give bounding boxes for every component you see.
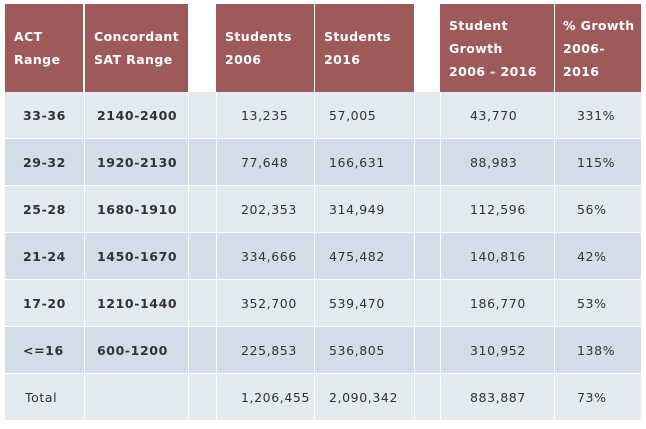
cell-act-range: 29-32 bbox=[23, 154, 66, 170]
table-row: 33-36 2140-2400 13,235 57,005 43,770 331% bbox=[5, 92, 641, 138]
table-row: <=16 600-1200 225,853 536,805 310,952 138% bbox=[5, 327, 641, 373]
header-pct-line1: % Growth bbox=[563, 17, 635, 33]
cell-students-2016: 2,090,342 bbox=[329, 389, 399, 405]
table-row: 21-24 1450-1670 334,666 475,482 140,816 42% bbox=[5, 233, 641, 279]
cell-student-growth: 43,770 bbox=[470, 107, 518, 123]
cell-pct-growth: 56% bbox=[577, 201, 607, 217]
header-s2006-line2: 2006 bbox=[225, 52, 262, 67]
cell-pct-growth: 331% bbox=[577, 107, 616, 123]
header-gap-2 bbox=[414, 4, 440, 92]
cell-students-2006: 352,700 bbox=[241, 295, 297, 311]
cell-sat-range: 1920-2130 bbox=[97, 154, 178, 170]
header-pct-growth: % Growth 2006- 2016 bbox=[555, 4, 641, 92]
cell-sat-range: 1450-1670 bbox=[97, 248, 178, 264]
cell-act-range: 25-28 bbox=[23, 201, 66, 217]
cell-students-2006: 225,853 bbox=[241, 342, 297, 358]
header-sat-line1: Concordant bbox=[94, 29, 180, 44]
cell-act-range: 33-36 bbox=[23, 107, 66, 123]
cell-sat-range: 1210-1440 bbox=[97, 295, 178, 311]
cell-sat-range: 2140-2400 bbox=[97, 107, 178, 123]
cell-sat-range bbox=[85, 374, 188, 420]
header-s2016-line1: Students bbox=[324, 29, 391, 44]
header-s2006-line1: Students bbox=[225, 29, 292, 44]
cell-act-range: 17-20 bbox=[23, 295, 66, 311]
cell-act-range: 21-24 bbox=[23, 248, 66, 264]
cell-students-2006: 77,648 bbox=[241, 154, 289, 170]
header-act-line2: Range bbox=[14, 52, 61, 67]
header-sat-range: Concordant SAT Range bbox=[85, 4, 188, 92]
column-divider bbox=[414, 92, 415, 420]
cell-students-2016: 166,631 bbox=[329, 154, 385, 170]
cell-student-growth: 112,596 bbox=[470, 201, 526, 217]
column-divider bbox=[440, 92, 441, 420]
column-divider bbox=[188, 92, 189, 420]
header-act-range: ACT Range bbox=[5, 4, 83, 92]
table-row: 29-32 1920-2130 77,648 166,631 88,983 115% bbox=[5, 139, 641, 185]
table-total-row: Total 1,206,455 2,090,342 883,887 73% bbox=[5, 374, 641, 420]
header-growth-line1: Student bbox=[449, 17, 508, 33]
cell-students-2006: 334,666 bbox=[241, 248, 297, 264]
cell-students-2006: 202,353 bbox=[241, 201, 297, 217]
header-student-growth: Student Growth 2006 - 2016 bbox=[440, 4, 554, 92]
cell-students-2006: 1,206,455 bbox=[241, 389, 311, 405]
cell-act-range: <=16 bbox=[23, 342, 64, 358]
cell-sat-range: 600-1200 bbox=[97, 342, 168, 358]
header-students-2016: Students 2016 bbox=[315, 4, 414, 92]
header-growth-line3: 2006 - 2016 bbox=[449, 63, 537, 79]
cell-act-range: Total bbox=[25, 389, 58, 405]
cell-sat-range: 1680-1910 bbox=[97, 201, 178, 217]
act-sat-table: ACT Range Concordant SAT Range Students 200… bbox=[5, 4, 641, 420]
cell-student-growth: 186,770 bbox=[470, 295, 526, 311]
column-divider bbox=[554, 92, 555, 420]
header-growth-line2: Growth bbox=[449, 40, 503, 56]
cell-students-2006: 13,235 bbox=[241, 107, 289, 123]
cell-students-2016: 539,470 bbox=[329, 295, 385, 311]
cell-students-2016: 57,005 bbox=[329, 107, 377, 123]
cell-pct-growth: 138% bbox=[577, 342, 616, 358]
cell-pct-growth: 53% bbox=[577, 295, 607, 311]
cell-student-growth: 140,816 bbox=[470, 248, 526, 264]
header-act-line1: ACT bbox=[14, 29, 43, 44]
cell-students-2016: 536,805 bbox=[329, 342, 385, 358]
cell-student-growth: 310,952 bbox=[470, 342, 526, 358]
header-gap-1 bbox=[188, 4, 216, 92]
header-s2016-line2: 2016 bbox=[324, 52, 361, 67]
header-pct-line2: 2006- bbox=[563, 40, 605, 56]
table-row: 17-20 1210-1440 352,700 539,470 186,770 53% bbox=[5, 280, 641, 326]
header-students-2006: Students 2006 bbox=[216, 4, 314, 92]
cell-students-2016: 475,482 bbox=[329, 248, 385, 264]
cell-student-growth: 88,983 bbox=[470, 154, 518, 170]
cell-pct-growth: 73% bbox=[577, 389, 607, 405]
header-sat-line2: SAT Range bbox=[94, 52, 173, 67]
cell-students-2016: 314,949 bbox=[329, 201, 385, 217]
cell-pct-growth: 42% bbox=[577, 248, 607, 264]
header-pct-line3: 2016 bbox=[563, 63, 600, 79]
cell-pct-growth: 115% bbox=[577, 154, 616, 170]
table-row: 25-28 1680-1910 202,353 314,949 112,596 56% bbox=[5, 186, 641, 232]
column-divider bbox=[216, 92, 217, 420]
cell-student-growth: 883,887 bbox=[470, 389, 526, 405]
column-divider bbox=[314, 92, 315, 420]
column-divider bbox=[84, 92, 85, 420]
